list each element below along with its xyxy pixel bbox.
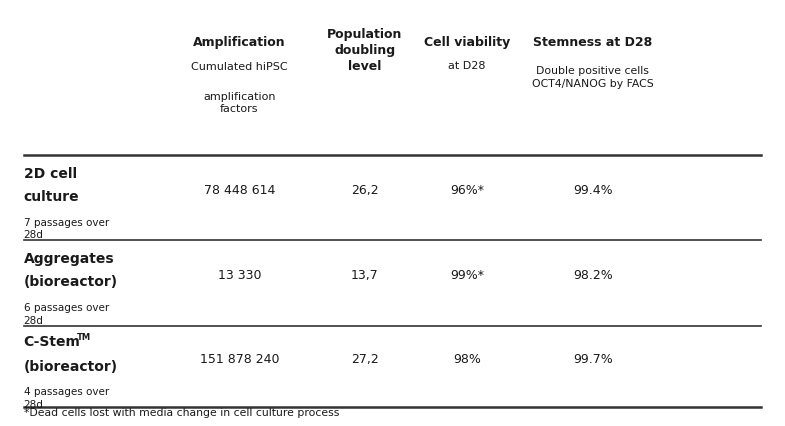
- Text: C-Stem: C-Stem: [24, 334, 80, 348]
- Text: Aggregates: Aggregates: [24, 251, 114, 265]
- Text: culture: culture: [24, 190, 79, 204]
- Text: Population
doubling
level: Population doubling level: [327, 28, 403, 72]
- Text: Cumulated hiPSC: Cumulated hiPSC: [191, 62, 288, 72]
- Text: 2D cell: 2D cell: [24, 166, 77, 180]
- Text: 78 448 614: 78 448 614: [204, 183, 275, 196]
- Text: 26,2: 26,2: [351, 183, 379, 196]
- Text: at D28: at D28: [448, 60, 486, 70]
- Text: 27,2: 27,2: [351, 352, 379, 365]
- Text: 13 330: 13 330: [217, 268, 261, 281]
- Text: 99.4%: 99.4%: [573, 183, 612, 196]
- Text: Double positive cells
OCT4/NANOG by FACS: Double positive cells OCT4/NANOG by FACS: [531, 66, 654, 88]
- Text: 98%: 98%: [453, 352, 481, 365]
- Text: 4 passages over
28d: 4 passages over 28d: [24, 386, 109, 409]
- Text: Stemness at D28: Stemness at D28: [533, 36, 652, 49]
- Text: amplification
factors: amplification factors: [203, 92, 276, 114]
- Text: 6 passages over
28d: 6 passages over 28d: [24, 302, 109, 325]
- Text: Amplification: Amplification: [193, 36, 286, 49]
- Text: 98.2%: 98.2%: [573, 268, 612, 281]
- Text: TM: TM: [77, 332, 91, 341]
- Text: *Dead cells lost with media change in cell culture process: *Dead cells lost with media change in ce…: [24, 408, 339, 417]
- Text: (bioreactor): (bioreactor): [24, 359, 118, 373]
- Text: 99.7%: 99.7%: [573, 352, 612, 365]
- Text: 96%*: 96%*: [450, 183, 484, 196]
- Text: 151 878 240: 151 878 240: [199, 352, 279, 365]
- Text: Cell viability: Cell viability: [424, 36, 510, 49]
- Text: 7 passages over
28d: 7 passages over 28d: [24, 217, 109, 239]
- Text: (bioreactor): (bioreactor): [24, 275, 118, 289]
- Text: 99%*: 99%*: [450, 268, 484, 281]
- Text: 13,7: 13,7: [351, 268, 379, 281]
